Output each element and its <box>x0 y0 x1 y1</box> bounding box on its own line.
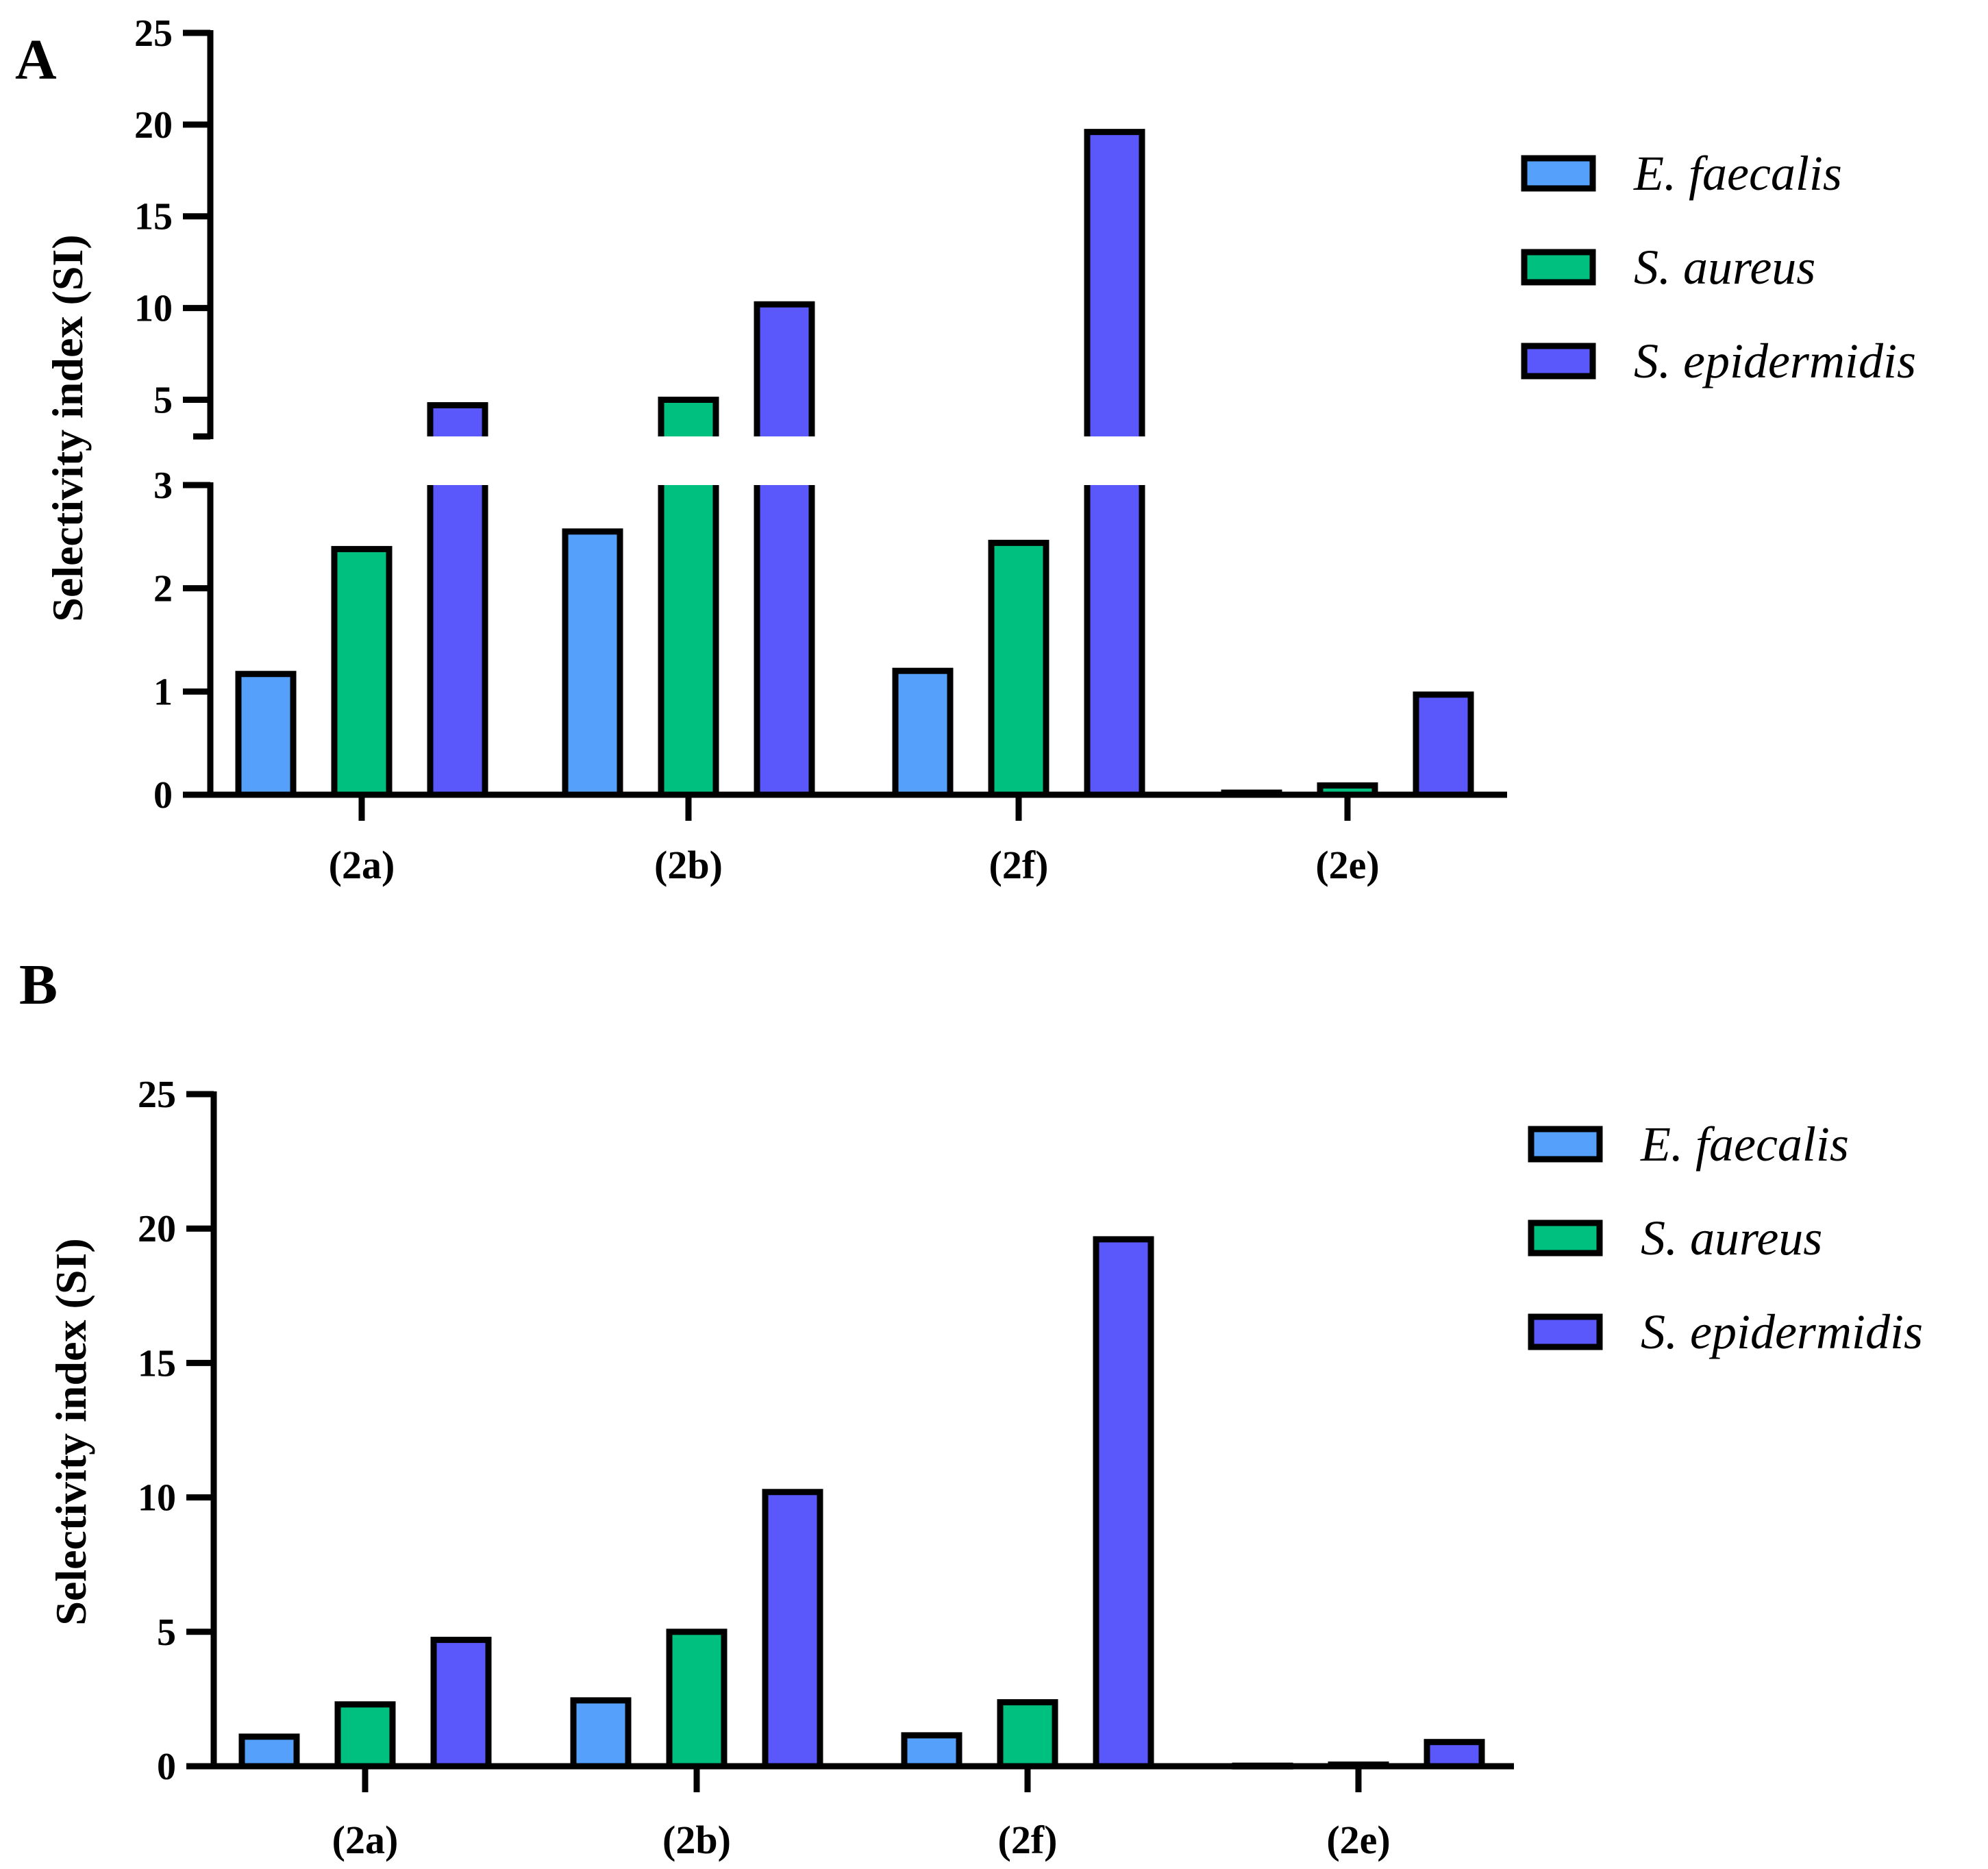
legend-label-b-e-faecalis: E. faecalis <box>1640 1117 1849 1172</box>
legend-swatch-b-s-epidermidis <box>1528 1313 1603 1350</box>
panel-letter-a: A <box>15 28 57 92</box>
category-label-a-2f: (2f) <box>989 843 1049 887</box>
bar-b-2f-s-aureus <box>997 1699 1058 1770</box>
y-tick-label-b-25: 25 <box>138 1074 176 1116</box>
tick-labels-b: 0 5 10 15 20 25 <box>138 1074 176 1788</box>
bar-b-2b-e-faecalis <box>570 1697 632 1770</box>
y-tick-label-b-10: 10 <box>138 1477 176 1520</box>
bar-a-2f-e-faecalis <box>892 667 954 798</box>
bar-a-2f-s-epidermidis <box>1084 129 1145 798</box>
category-label-b-2a: (2a) <box>332 1818 399 1862</box>
legend-label-a-e-faecalis: E. faecalis <box>1633 146 1842 201</box>
legend-swatch-a-e-faecalis <box>1521 155 1596 192</box>
category-label-a-2a: (2a) <box>329 843 395 887</box>
bar-a-2b-s-aureus-upper <box>661 399 716 436</box>
panel-letter-b: B <box>19 953 58 1017</box>
category-labels-a: (2a) (2b) (2f) (2e) <box>329 843 1380 887</box>
axes-a <box>183 29 1507 821</box>
bar-a-2a-s-epidermidis <box>427 401 488 798</box>
bar-a-2a-s-epidermidis-lower <box>430 485 485 795</box>
tick-labels-a: 0 1 2 3 5 10 15 20 25 <box>134 12 173 817</box>
legend-label-b-s-aureus: S. aureus <box>1641 1211 1822 1265</box>
y-tick-label-a-1: 1 <box>153 671 173 713</box>
bar-a-2b-s-aureus <box>658 396 719 798</box>
legend-swatch-a-s-epidermidis <box>1521 343 1596 380</box>
y-tick-label-a-5: 5 <box>153 379 173 421</box>
category-label-b-2f: (2f) <box>998 1818 1058 1862</box>
legend-swatch-b-e-faecalis <box>1528 1126 1603 1163</box>
bar-a-2f-s-epidermidis-upper <box>1087 132 1142 436</box>
bar-b-2a-s-aureus <box>334 1701 396 1770</box>
bar-b-2e-s-epidermidis <box>1424 1739 1485 1770</box>
bar-a-2b-s-aureus-lower <box>661 485 716 795</box>
bar-a-2b-s-epidermidis <box>754 301 815 798</box>
category-labels-b: (2a) (2b) (2f) (2e) <box>332 1818 1391 1862</box>
legend-label-b-s-epidermidis: S. epidermidis <box>1641 1304 1923 1359</box>
y-tick-label-b-15: 15 <box>138 1342 176 1385</box>
bar-b-2f-e-faecalis <box>901 1732 962 1770</box>
legend-swatch-b-s-aureus <box>1528 1220 1603 1257</box>
category-label-a-2e: (2e) <box>1315 843 1379 887</box>
bar-a-2f-s-epidermidis-lower <box>1087 485 1142 795</box>
legend-label-a-s-aureus: S. aureus <box>1634 240 1815 295</box>
y-tick-label-a-20: 20 <box>134 104 173 147</box>
bar-a-2b-e-faecalis <box>562 528 623 798</box>
category-label-b-2e: (2e) <box>1326 1818 1390 1862</box>
bar-a-2b-s-epidermidis-upper <box>757 304 812 436</box>
legend-b: E. faecalis S. aureus S. epidermidis <box>1528 1117 1923 1359</box>
legend-a: E. faecalis S. aureus S. epidermidis <box>1521 146 1916 388</box>
bar-b-2b-s-aureus <box>666 1629 728 1770</box>
y-tick-label-b-20: 20 <box>138 1208 176 1250</box>
bar-b-2f-s-epidermidis <box>1093 1236 1154 1770</box>
bar-a-2a-e-faecalis <box>235 671 297 798</box>
y-tick-label-b-5: 5 <box>157 1611 176 1654</box>
bar-a-2e-s-epidermidis <box>1413 691 1474 798</box>
category-label-b-2b: (2b) <box>662 1818 731 1862</box>
bar-b-2a-s-epidermidis <box>430 1637 492 1770</box>
legend-label-a-s-epidermidis: S. epidermidis <box>1634 334 1916 388</box>
y-axis-title-b: Selectivity index (SI) <box>47 1238 95 1625</box>
category-label-a-2b: (2b) <box>654 843 723 887</box>
bar-group-b <box>238 1236 1485 1770</box>
y-tick-label-a-2: 2 <box>153 568 173 610</box>
panel-b: B Selectivity index (SI) 0 5 10 15 20 25 (2a)… <box>19 953 1923 1862</box>
bar-a-2a-s-epidermidis-upper <box>430 405 485 436</box>
panel-a: A Selectivity index (SI) 0 1 2 3 5 10 15 20 25 (… <box>15 12 1916 887</box>
bar-b-2b-s-epidermidis <box>762 1489 823 1770</box>
y-tick-label-b-0: 0 <box>157 1746 176 1788</box>
y-tick-label-a-0: 0 <box>153 774 173 817</box>
axes-b <box>186 1091 1514 1792</box>
bar-b-2a-e-faecalis <box>238 1733 300 1770</box>
legend-swatch-a-s-aureus <box>1521 249 1596 286</box>
bar-a-2b-s-epidermidis-lower <box>757 485 812 795</box>
bar-a-2a-s-aureus <box>331 545 393 798</box>
y-tick-label-a-25: 25 <box>134 12 173 55</box>
y-tick-label-a-15: 15 <box>134 196 173 238</box>
bar-group-a <box>235 129 1474 798</box>
y-tick-label-a-3: 3 <box>153 465 173 507</box>
bar-a-2f-s-aureus <box>988 539 1049 798</box>
y-axis-title-a: Selectivity index (SI) <box>43 234 92 621</box>
y-tick-label-a-10: 10 <box>134 288 173 330</box>
